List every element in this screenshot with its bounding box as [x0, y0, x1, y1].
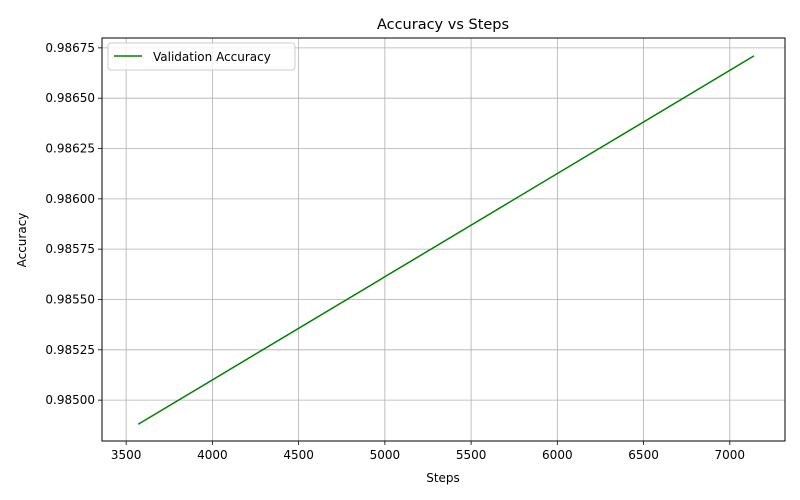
y-tick-label: 0.98550: [45, 292, 95, 306]
x-axis-label: Steps: [426, 471, 460, 485]
y-tick-label: 0.98500: [45, 393, 95, 407]
x-axis-ticks: 3500 4000 4500 5000 5500 6000 6500 7000: [111, 441, 745, 462]
y-tick-label: 0.98600: [45, 192, 95, 206]
series-layer: [137, 55, 755, 425]
y-tick-label: 0.98675: [45, 41, 95, 55]
plot-area-frame: [101, 37, 786, 442]
y-axis-label: Accuracy: [15, 213, 29, 268]
y-axis-ticks: 0.98500 0.98525 0.98550 0.98575 0.98600 0.986…: [45, 41, 102, 407]
x-tick-label: 7000: [715, 448, 746, 462]
legend-box: [107, 42, 296, 71]
x-tick-label: 5500: [456, 448, 487, 462]
x-tick-label: 6000: [542, 448, 573, 462]
x-tick-label: 6500: [628, 448, 659, 462]
x-tick-label: 3500: [111, 448, 142, 462]
y-tick-label: 0.98575: [45, 242, 95, 256]
legend-label-validation-accuracy: Validation Accuracy: [153, 50, 271, 64]
chart-title: Accuracy vs Steps: [377, 17, 509, 33]
series-line-validation-accuracy: [137, 55, 755, 425]
grid-lines: [102, 38, 785, 441]
x-tick-label: 5000: [370, 448, 401, 462]
legend: Validation Accuracy: [107, 42, 296, 71]
y-tick-label: 0.98625: [45, 142, 95, 156]
x-tick-label: 4000: [197, 448, 228, 462]
x-tick-label: 4500: [283, 448, 314, 462]
y-tick-label: 0.98525: [45, 343, 95, 357]
y-tick-label: 0.98650: [45, 91, 95, 105]
